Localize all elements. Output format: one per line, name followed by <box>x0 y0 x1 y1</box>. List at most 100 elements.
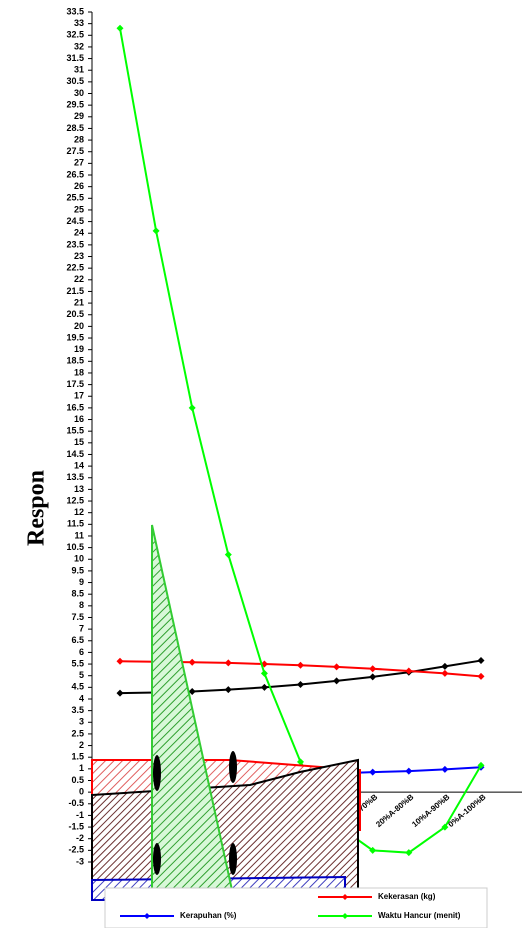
y-tick-label: 19 <box>74 344 84 354</box>
point <box>478 657 485 664</box>
chart: Respon -3-2.5-2-1.5-1-0.500.511.522.533.… <box>0 0 522 928</box>
point <box>261 670 268 677</box>
point <box>297 662 304 669</box>
y-tick-label: 16.5 <box>66 402 84 412</box>
point <box>225 686 232 693</box>
y-tick-label: 25.5 <box>66 193 84 203</box>
y-tick-label: 19.5 <box>66 332 84 342</box>
point <box>441 663 448 670</box>
y-tick-label: 25 <box>74 204 84 214</box>
point <box>297 681 304 688</box>
y-tick-label: 12.5 <box>66 495 84 505</box>
y-tick-label: 14 <box>74 460 84 470</box>
y-tick-label: 8.5 <box>71 589 84 599</box>
point <box>117 25 124 32</box>
point <box>333 663 340 670</box>
y-tick-label: 11.5 <box>67 519 84 529</box>
legend-label: Kekerasan (kg) <box>378 892 436 901</box>
y-tick-label: 27.5 <box>66 146 84 156</box>
y-tick-label: 29.5 <box>66 100 84 110</box>
point <box>441 670 448 677</box>
y-tick-label: 32 <box>74 41 84 51</box>
y-tick-label: 28.5 <box>66 123 84 133</box>
y-tick-label: 23.5 <box>66 239 84 249</box>
point <box>189 404 196 411</box>
y-tick-label: 31 <box>74 65 84 75</box>
y-tick-label: -3 <box>76 856 84 866</box>
y-tick-label: 7.5 <box>71 612 84 622</box>
y-tick-label: 0 <box>79 787 84 797</box>
y-tick-label: 15 <box>74 437 84 447</box>
y-tick-label: -2 <box>76 833 84 843</box>
y-tick-label: 5.5 <box>71 658 84 668</box>
y-tick-label: 30.5 <box>66 76 84 86</box>
point <box>369 665 376 672</box>
y-tick-label: 10 <box>74 554 84 564</box>
y-tick-label: 26 <box>74 181 84 191</box>
y-tick-label: 21 <box>74 297 84 307</box>
y-tick-label: 29 <box>74 111 84 121</box>
legend-label: Kerapuhan (%) <box>180 911 237 920</box>
y-tick-label: 0.5 <box>71 775 84 785</box>
overlay <box>92 525 360 900</box>
y-tick-label: 9 <box>79 577 84 587</box>
point <box>333 677 340 684</box>
y-tick-label: 18 <box>74 367 84 377</box>
y-tick-label: -0.5 <box>68 798 84 808</box>
y-tick-label: 2 <box>79 740 84 750</box>
y-tick-label: 6 <box>79 647 84 657</box>
point <box>153 227 160 234</box>
y-tick-label: 3.5 <box>71 705 84 715</box>
y-tick-label: 4.5 <box>71 682 84 692</box>
y-tick-label: 13 <box>74 484 84 494</box>
y-tick-label: -1 <box>76 810 84 820</box>
y-tick-label: 11 <box>74 530 84 540</box>
x-tick-label: 0%A-100%B <box>446 792 487 829</box>
y-tick-label: 20 <box>74 321 84 331</box>
y-tick-label: 5 <box>79 670 84 680</box>
point <box>189 659 196 666</box>
point <box>478 673 485 680</box>
y-tick-label: 14.5 <box>66 449 84 459</box>
point <box>225 659 232 666</box>
y-tick-label: 10.5 <box>66 542 84 552</box>
y-tick-label: 16 <box>74 414 84 424</box>
legend-label: Waktu Hancur (menit) <box>378 911 461 920</box>
y-tick-label: 4 <box>79 693 84 703</box>
y-tick-label: 21.5 <box>66 286 84 296</box>
y-tick-label: 22 <box>74 274 84 284</box>
point <box>261 684 268 691</box>
point <box>117 658 124 665</box>
y-tick-label: 26.5 <box>66 169 84 179</box>
y-tick-label: 18.5 <box>66 356 84 366</box>
point <box>441 766 448 773</box>
y-tick-label: 32.5 <box>66 30 84 40</box>
y-tick-label: 33 <box>74 18 84 28</box>
point <box>369 769 376 776</box>
y-tick-label: -2.5 <box>68 845 84 855</box>
y-tick-label: 28 <box>74 134 84 144</box>
y-tick-label: 24 <box>74 228 84 238</box>
y-tick-label: 2.5 <box>71 728 84 738</box>
y-tick-label: 17 <box>74 391 84 401</box>
y-tick-label: 15.5 <box>66 426 84 436</box>
y-axis-label: Respon <box>24 470 50 546</box>
y-tick-label: 1.5 <box>71 752 84 762</box>
point <box>369 673 376 680</box>
y-tick-label: 12 <box>74 507 84 517</box>
y-tick-label: 9.5 <box>71 565 84 575</box>
y-tick-label: 20.5 <box>66 309 84 319</box>
point <box>117 690 124 697</box>
y-tick-label: 27 <box>74 158 84 168</box>
y-tick-label: 1 <box>79 763 84 773</box>
y-tick-label: 24.5 <box>66 216 84 226</box>
y-tick-label: 31.5 <box>66 53 84 63</box>
y-tick-label: 13.5 <box>66 472 84 482</box>
y-tick-label: -1.5 <box>68 821 84 831</box>
y-tick-label: 3 <box>79 717 84 727</box>
x-tick-label: 10%A-90%B <box>410 792 451 829</box>
x-tick-label: 20%A-80%B <box>374 792 415 829</box>
point <box>405 768 412 775</box>
y-tick-label: 33.5 <box>66 6 84 16</box>
y-tick-label: 8 <box>79 600 84 610</box>
